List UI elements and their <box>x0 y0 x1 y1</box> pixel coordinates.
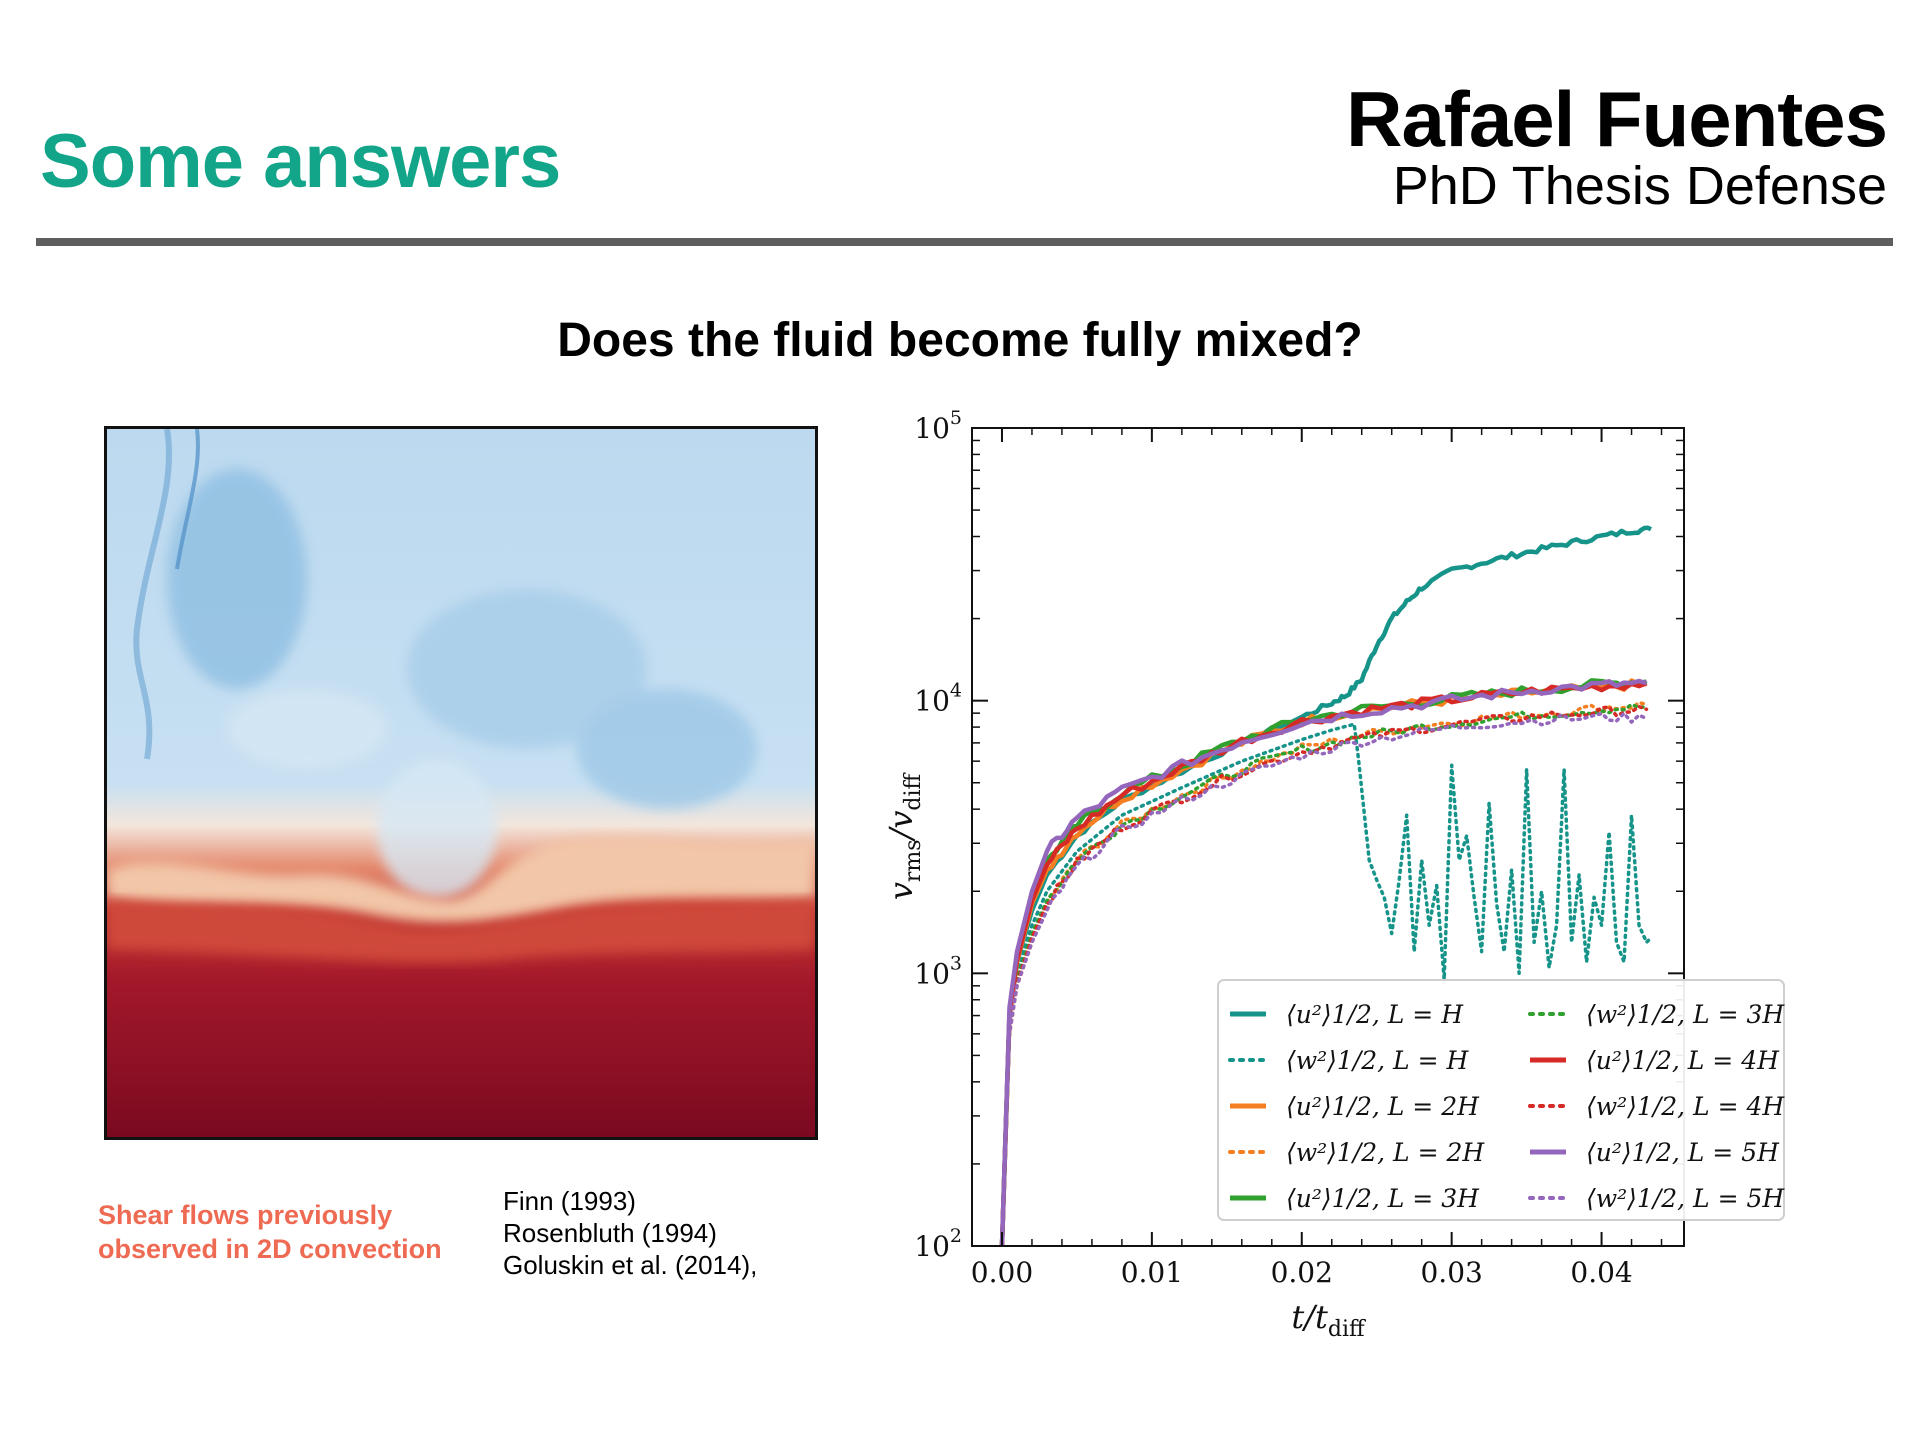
series-line-8 <box>999 678 1648 1246</box>
plot-frame <box>971 427 1685 1247</box>
legend-entry-label: ⟨u²⟩1/2, L = H <box>1286 1000 1464 1029</box>
references-list: Finn (1993) Rosenbluth (1994) Goluskin e… <box>503 1185 757 1281</box>
y-tick-label: 102 <box>914 1225 962 1263</box>
legend-entry-label: ⟨w²⟩1/2, L = 4H <box>1586 1092 1785 1121</box>
x-tick-label: 0.02 <box>1271 1256 1333 1289</box>
axis-ticks: 0.00 0.01 0.02 0.03 0.04 102 103 104 105 <box>914 407 1684 1289</box>
caption-line-2: observed in 2D convection <box>98 1234 442 1264</box>
shear-flow-caption: Shear flows previously observed in 2D co… <box>98 1198 442 1266</box>
reference-item: Rosenbluth (1994) <box>503 1218 717 1248</box>
legend-entry-label: ⟨u²⟩1/2, L = 2H <box>1286 1092 1480 1121</box>
legend-entry-label: ⟨u²⟩1/2, L = 4H <box>1586 1046 1780 1075</box>
legend-entry-label: ⟨w²⟩1/2, L = H <box>1286 1046 1469 1075</box>
simulation-field-image <box>107 429 815 1137</box>
series-line-0 <box>999 525 1653 1246</box>
series-line-5 <box>1000 702 1649 1246</box>
reference-item: Finn (1993) <box>503 1186 636 1216</box>
y-tick-label: 104 <box>914 680 962 718</box>
velocity-time-chart: 0.00 0.01 0.02 0.03 0.04 102 103 104 105 ⟨u²⟩1/2… <box>882 407 1785 1340</box>
series-line-9 <box>1000 711 1649 1246</box>
x-tick-label: 0.01 <box>1121 1256 1183 1289</box>
legend-entry-label: ⟨w²⟩1/2, L = 5H <box>1586 1184 1785 1213</box>
legend-entry-label: ⟨u²⟩1/2, L = 5H <box>1586 1138 1780 1167</box>
plot-lines <box>999 525 1653 1246</box>
author-block: Rafael Fuentes PhD Thesis Defense <box>1346 75 1888 216</box>
legend-box <box>1217 979 1785 1221</box>
reference-item: Goluskin et al. (2014), <box>503 1250 758 1280</box>
legend-entry-label: ⟨w²⟩1/2, L = 3H <box>1586 1000 1785 1029</box>
chart-legend: ⟨u²⟩1/2, L = H ⟨w²⟩1/2, L = H ⟨u²⟩1/2, L =… <box>1217 979 1785 1221</box>
caption-line-1: Shear flows previously <box>98 1200 393 1230</box>
legend-entry-label: ⟨u²⟩1/2, L = 3H <box>1286 1184 1480 1213</box>
x-tick-label: 0.04 <box>1570 1256 1632 1289</box>
y-axis-label: vrms/vdiff <box>882 772 926 900</box>
simulation-snapshot <box>104 426 818 1140</box>
y-tick-label: 105 <box>914 407 962 445</box>
x-axis-label: t/tdiff <box>1291 1298 1366 1340</box>
x-tick-label: 0.00 <box>971 1256 1033 1289</box>
series-line-7 <box>1000 704 1649 1246</box>
slide-title: Some answers <box>40 119 561 204</box>
legend-entry-label: ⟨w²⟩1/2, L = 2H <box>1286 1138 1485 1167</box>
author-subtitle: PhD Thesis Defense <box>1392 156 1887 216</box>
slide-question: Does the fluid become fully mixed? <box>557 314 1363 367</box>
y-tick-label: 103 <box>914 952 962 990</box>
header-divider <box>36 238 1893 246</box>
author-name: Rafael Fuentes <box>1346 75 1888 163</box>
series-line-1 <box>1000 722 1653 1246</box>
x-tick-label: 0.03 <box>1420 1256 1482 1289</box>
